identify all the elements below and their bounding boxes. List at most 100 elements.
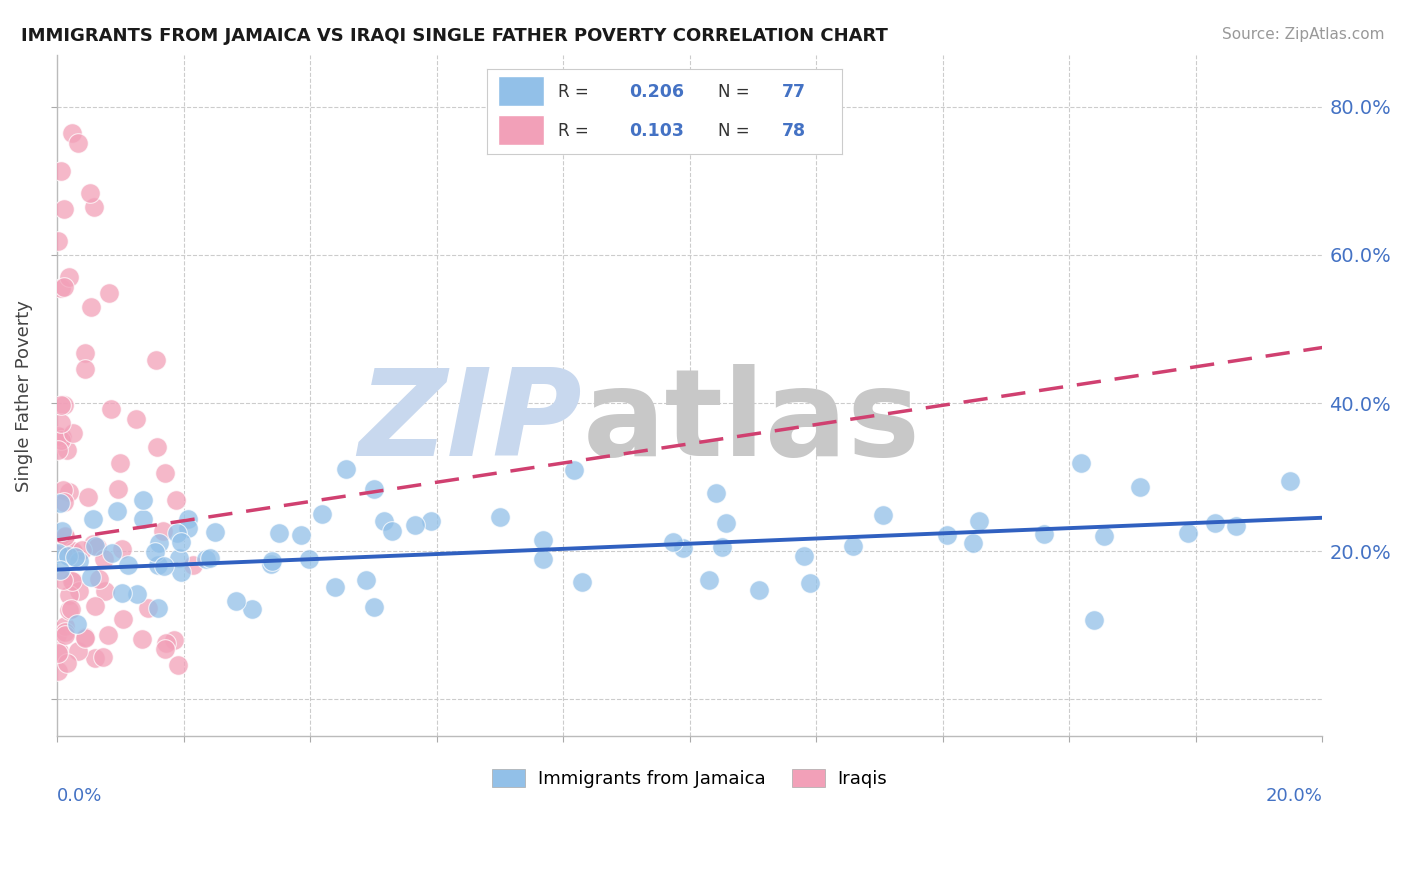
Point	[96, 628, 118, 642]
Point	[112, 612, 135, 626]
Point	[148, 536, 170, 550]
Point	[1070, 456, 1092, 470]
Point	[799, 576, 821, 591]
Point	[63, 550, 86, 565]
Point	[51, 524, 73, 538]
Point	[83, 599, 105, 613]
Point	[697, 573, 720, 587]
Text: ZIP: ZIP	[359, 364, 582, 482]
Point	[714, 516, 737, 531]
Point	[67, 554, 90, 568]
Point	[87, 572, 110, 586]
Point	[125, 412, 148, 426]
Point	[1033, 527, 1056, 541]
Point	[225, 594, 247, 608]
Point	[46, 546, 69, 560]
Point	[793, 549, 815, 563]
Point	[56, 549, 79, 563]
Point	[70, 542, 93, 557]
Point	[152, 524, 174, 538]
Point	[146, 558, 169, 573]
Point	[260, 554, 283, 568]
Point	[335, 462, 357, 476]
Point	[571, 574, 593, 589]
Point	[165, 492, 187, 507]
Point	[153, 466, 176, 480]
Point	[967, 514, 990, 528]
Point	[260, 557, 283, 571]
Point	[52, 573, 75, 587]
Legend: Immigrants from Jamaica, Iraqis: Immigrants from Jamaica, Iraqis	[485, 762, 894, 795]
Point	[49, 164, 72, 178]
Point	[132, 492, 155, 507]
Point	[1177, 525, 1199, 540]
Point	[55, 656, 77, 670]
Point	[82, 512, 104, 526]
Y-axis label: Single Father Poverty: Single Father Poverty	[15, 300, 32, 491]
Point	[194, 552, 217, 566]
Point	[83, 200, 105, 214]
Point	[748, 582, 770, 597]
Point	[62, 544, 84, 558]
Point	[48, 443, 70, 458]
Text: Source: ZipAtlas.com: Source: ZipAtlas.com	[1222, 27, 1385, 42]
Point	[46, 234, 69, 248]
Point	[177, 512, 200, 526]
Point	[52, 280, 75, 294]
Point	[100, 401, 122, 416]
Point	[1092, 529, 1115, 543]
Point	[107, 482, 129, 496]
Text: IMMIGRANTS FROM JAMAICA VS IRAQI SINGLE FATHER POVERTY CORRELATION CHART: IMMIGRANTS FROM JAMAICA VS IRAQI SINGLE …	[21, 27, 889, 45]
Point	[1279, 474, 1302, 488]
Point	[86, 541, 108, 555]
Point	[58, 270, 80, 285]
Point	[110, 586, 132, 600]
Point	[131, 632, 153, 646]
Point	[48, 563, 70, 577]
Point	[298, 551, 321, 566]
Text: 0.0%: 0.0%	[58, 788, 103, 805]
Point	[59, 601, 82, 615]
Point	[62, 425, 84, 440]
Point	[170, 535, 193, 549]
Point	[153, 559, 176, 574]
Point	[46, 429, 69, 443]
Point	[153, 641, 176, 656]
Point	[73, 345, 96, 359]
Point	[58, 485, 80, 500]
Point	[198, 550, 221, 565]
Point	[562, 463, 585, 477]
Text: 20.0%: 20.0%	[1265, 788, 1322, 805]
Point	[373, 515, 395, 529]
Point	[290, 527, 312, 541]
Point	[46, 646, 69, 660]
Point	[125, 587, 148, 601]
Point	[49, 398, 72, 412]
Point	[162, 633, 184, 648]
Point	[1204, 516, 1226, 530]
Point	[1225, 519, 1247, 533]
Point	[117, 558, 139, 573]
Point	[51, 416, 73, 430]
Point	[842, 539, 865, 553]
Point	[53, 529, 76, 543]
Point	[58, 603, 80, 617]
Point	[75, 631, 97, 645]
Point	[94, 584, 117, 599]
Point	[80, 569, 103, 583]
Point	[155, 635, 177, 649]
Point	[67, 643, 90, 657]
Point	[204, 525, 226, 540]
Point	[53, 625, 76, 640]
Point	[53, 628, 76, 642]
Point	[242, 601, 264, 615]
Point	[52, 495, 75, 509]
Point	[80, 300, 103, 314]
Point	[177, 521, 200, 535]
Point	[531, 533, 554, 547]
Point	[97, 285, 120, 300]
Point	[166, 657, 188, 672]
Point	[354, 573, 377, 587]
Point	[53, 530, 76, 544]
Point	[66, 136, 89, 150]
